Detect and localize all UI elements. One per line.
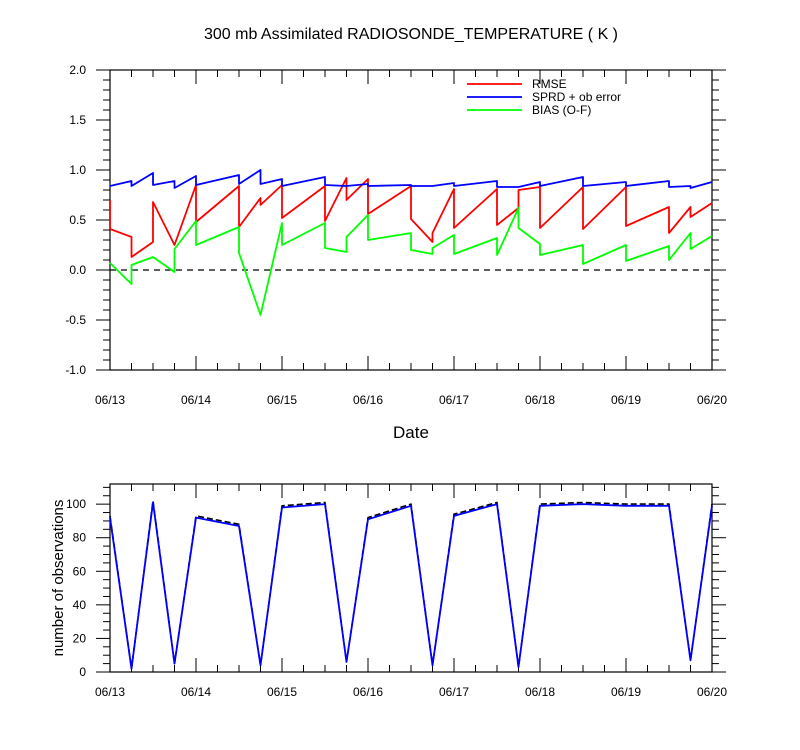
bottom-series-group (109, 499, 713, 670)
bottom-chart: 06/13 06/14 06/15 06/16 06/17 06/18 06/19 06/20… (50, 483, 727, 699)
x-tick-label: 06/15 (267, 685, 297, 699)
x-tick-label: 06/15 (267, 393, 297, 407)
y-tick-label: 0.0 (69, 263, 86, 277)
observations-series-1 (109, 501, 713, 670)
bottom-axis-ticks: 06/13 06/14 06/15 06/16 06/17 06/18 06/19 06/20… (66, 484, 727, 699)
x-tick-label: 06/19 (611, 685, 641, 699)
legend-label: BIAS (O-F) (532, 103, 591, 117)
series-sprd-ob-error (109, 169, 713, 189)
series-rmse (109, 177, 713, 258)
x-tick-label: 06/13 (95, 393, 125, 407)
y-tick-label: -0.5 (65, 313, 86, 327)
series-bias-o-f (109, 207, 713, 316)
legend-label: SPRD + ob error (532, 90, 621, 104)
chart-title: 300 mb Assimilated RADIOSONDE_TEMPERATUR… (204, 26, 618, 43)
x-tick-label: 06/14 (181, 685, 211, 699)
y-tick-label: 2.0 (69, 63, 86, 77)
x-tick-label: 06/18 (525, 685, 555, 699)
x-axis-label: Date (393, 423, 429, 442)
observations-series-0 (109, 499, 713, 670)
y-axis-label-observations: number of observations (50, 500, 67, 657)
y-tick-label: 40 (73, 598, 87, 612)
y-tick-label: 0 (79, 665, 86, 679)
y-tick-label: 0.5 (69, 213, 86, 227)
top-series-group (109, 169, 713, 316)
x-tick-label: 06/20 (697, 685, 727, 699)
legend-label: RMSE (532, 77, 567, 91)
x-tick-label: 06/16 (353, 685, 383, 699)
x-tick-label: 06/13 (95, 685, 125, 699)
y-tick-label: 1.0 (69, 163, 86, 177)
y-tick-label: -1.0 (65, 363, 86, 377)
x-tick-label: 06/17 (439, 393, 469, 407)
x-tick-label: 06/16 (353, 393, 383, 407)
x-tick-label: 06/17 (439, 685, 469, 699)
y-tick-label: 100 (66, 497, 86, 511)
x-tick-label: 06/18 (525, 393, 555, 407)
y-tick-label: 60 (73, 564, 87, 578)
y-tick-label: 80 (73, 531, 87, 545)
x-tick-label: 06/14 (181, 393, 211, 407)
top-axis-ticks: 06/13 06/14 06/15 06/16 06/17 06/18 06/19 06/20… (65, 63, 727, 407)
top-chart: 300 mb Assimilated RADIOSONDE_TEMPERATUR… (65, 26, 727, 442)
y-tick-label: 1.5 (69, 113, 86, 127)
y-tick-label: 20 (73, 631, 87, 645)
x-tick-label: 06/20 (697, 393, 727, 407)
x-tick-label: 06/19 (611, 393, 641, 407)
